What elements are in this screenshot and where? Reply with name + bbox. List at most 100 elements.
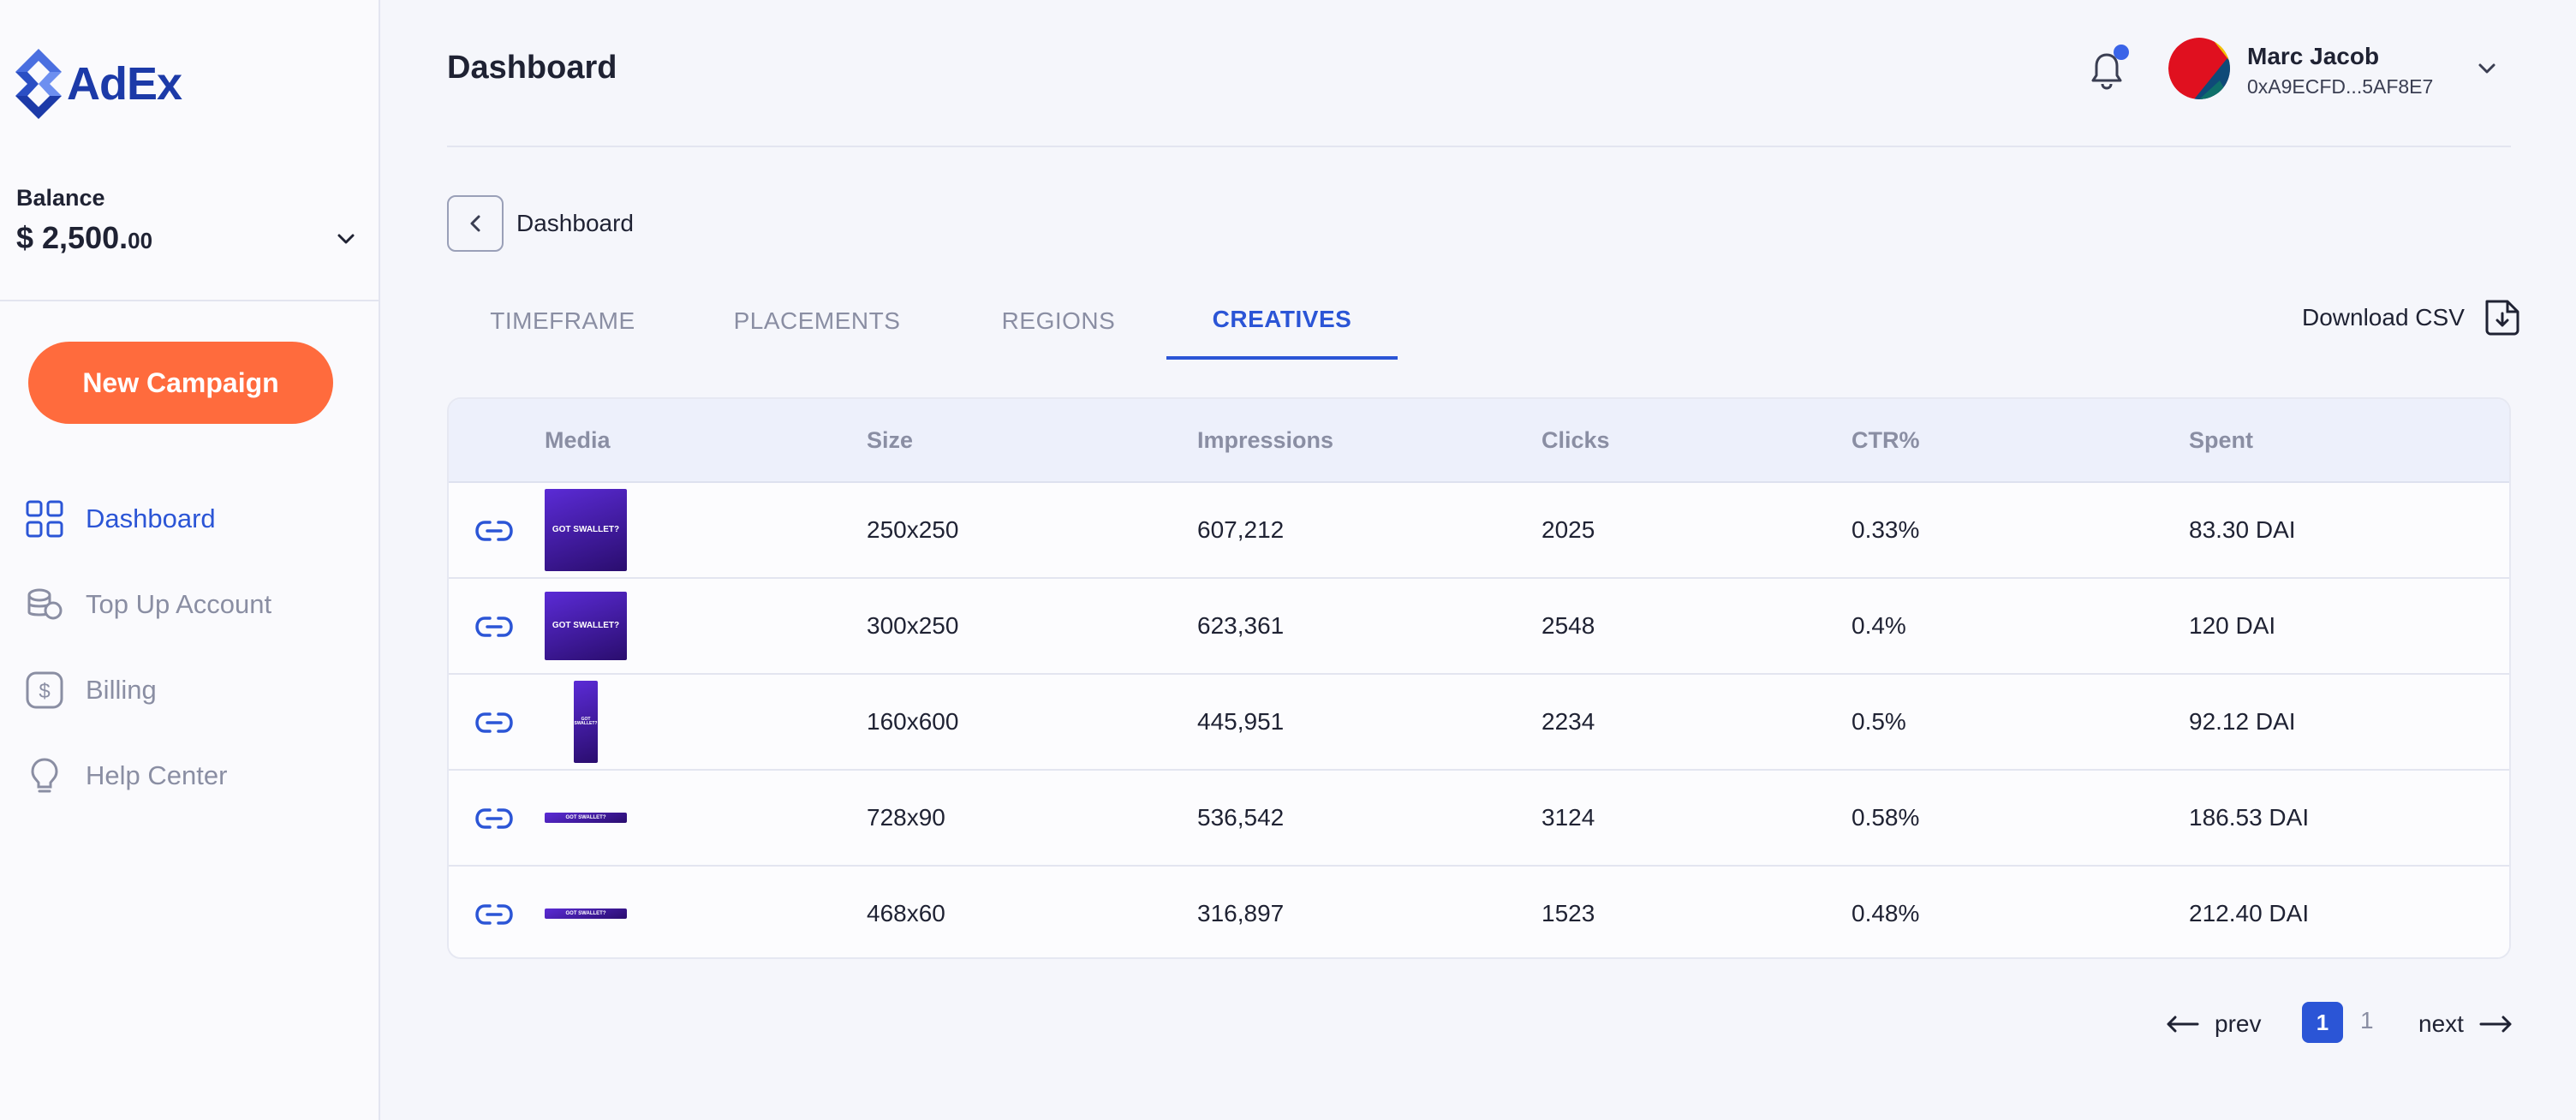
creative-thumbnail[interactable]: GOT SWALLET? <box>574 681 598 763</box>
sidebar-item-dashboard[interactable]: Dashboard <box>0 476 379 562</box>
header-divider <box>447 146 2511 147</box>
link-icon[interactable] <box>474 514 514 548</box>
brand-logo[interactable]: AdEx <box>15 48 182 120</box>
cell-spent: 83.30 DAI <box>2189 516 2296 543</box>
cell-ctr: 0.33% <box>1852 516 1920 543</box>
col-header-media: Media <box>545 426 611 453</box>
cell-ctr: 0.5% <box>1852 708 1906 735</box>
sidebar-item-label: Help Center <box>86 760 228 790</box>
page-current[interactable]: 1 <box>2302 1002 2343 1043</box>
cell-impressions: 536,542 <box>1197 804 1285 831</box>
cell-impressions: 623,361 <box>1197 612 1285 639</box>
tab-placements[interactable]: PLACEMENTS <box>733 307 901 334</box>
cell-spent: 120 DAI <box>2189 612 2276 639</box>
page-title: Dashboard <box>447 50 617 86</box>
sidebar-item-help-center[interactable]: Help Center <box>0 733 379 819</box>
arrow-left-icon <box>2167 1016 2199 1033</box>
user-address: 0xA9ECFD...5AF8E7 <box>2247 75 2434 98</box>
brand-name: AdEx <box>67 58 182 110</box>
creative-thumbnail[interactable]: GOT SWALLET? <box>545 813 627 823</box>
cell-spent: 212.40 DAI <box>2189 900 2310 926</box>
col-header-clicks: Clicks <box>1541 426 1610 453</box>
sidebar-nav: Dashboard Top Up Account $ Billing Help … <box>0 476 379 819</box>
table-body: GOT SWALLET? 250x250 607,212 2025 0.33% 83.30… <box>449 483 2509 957</box>
next-button[interactable]: next <box>2418 1002 2513 1046</box>
creative-headline: GOT SWALLET? <box>552 621 620 630</box>
tab-timeframe[interactable]: TIMEFRAME <box>490 307 635 334</box>
cell-ctr: 0.4% <box>1852 612 1906 639</box>
adex-logo-icon <box>15 49 62 119</box>
balance-cents: 00 <box>128 228 153 253</box>
creative-headline: GOT SWALLET? <box>565 911 606 916</box>
tab-bar: TIMEFRAME PLACEMENTS REGIONS CREATIVES <box>447 283 1398 360</box>
col-header-impressions: Impressions <box>1197 426 1334 453</box>
cell-ctr: 0.58% <box>1852 804 1920 831</box>
cell-spent: 92.12 DAI <box>2189 708 2296 735</box>
sidebar-item-label: Billing <box>86 675 157 705</box>
cell-size: 300x250 <box>867 612 959 639</box>
creative-thumbnail[interactable]: GOT SWALLET? <box>545 489 627 571</box>
download-csv-button[interactable]: Download CSV <box>2302 296 2521 339</box>
user-name: Marc Jacob <box>2247 43 2380 69</box>
creative-thumbnail[interactable]: GOT SWALLET? <box>545 592 627 660</box>
sidebar-item-top-up-account[interactable]: Top Up Account <box>0 562 379 647</box>
cell-clicks: 2025 <box>1541 516 1595 543</box>
chevron-left-icon <box>470 215 480 232</box>
tab-creatives[interactable]: CREATIVES <box>1166 283 1398 360</box>
cell-clicks: 2548 <box>1541 612 1595 639</box>
breadcrumb[interactable]: Dashboard <box>516 210 634 236</box>
dollar-icon: $ <box>24 670 65 711</box>
avatar[interactable] <box>2168 38 2230 99</box>
sidebar: AdEx Balance $ 2,500.00 New Campaign Das… <box>0 0 380 1120</box>
balance-panel[interactable]: Balance $ 2,500.00 <box>16 185 359 256</box>
col-header-size: Size <box>867 426 914 453</box>
cell-size: 250x250 <box>867 516 959 543</box>
cell-ctr: 0.48% <box>1852 900 1920 926</box>
link-icon[interactable] <box>474 801 514 836</box>
cell-size: 728x90 <box>867 804 945 831</box>
cell-impressions: 445,951 <box>1197 708 1285 735</box>
table-row[interactable]: GOT SWALLET? 250x250 607,212 2025 0.33% 83.30… <box>449 483 2509 579</box>
balance-value: $ 2,500.00 <box>16 220 359 256</box>
cell-impressions: 607,212 <box>1197 516 1285 543</box>
tab-regions[interactable]: REGIONS <box>1001 307 1116 334</box>
back-button[interactable] <box>447 195 504 252</box>
creative-thumbnail[interactable]: GOT SWALLET? <box>545 909 627 919</box>
prev-button[interactable]: prev <box>2165 1002 2261 1046</box>
coins-icon <box>24 584 65 625</box>
notification-dot <box>2114 45 2129 60</box>
link-icon[interactable] <box>474 897 514 932</box>
next-label: next <box>2418 1010 2464 1037</box>
download-csv-label: Download CSV <box>2302 304 2465 331</box>
cell-size: 468x60 <box>867 900 945 926</box>
balance-main: $ 2,500. <box>16 220 128 255</box>
col-header-spent: Spent <box>2189 426 2254 453</box>
sidebar-item-label: Dashboard <box>86 503 216 533</box>
link-icon[interactable] <box>474 706 514 740</box>
creatives-table: Media Size Impressions Clicks CTR% Spent… <box>447 397 2511 959</box>
chevron-down-icon[interactable] <box>333 226 359 252</box>
cell-spent: 186.53 DAI <box>2189 804 2310 831</box>
prev-label: prev <box>2215 1010 2262 1037</box>
new-campaign-button[interactable]: New Campaign <box>28 342 333 424</box>
cell-clicks: 3124 <box>1541 804 1595 831</box>
table-row[interactable]: GOT SWALLET? 728x90 536,542 3124 0.58% 186.53… <box>449 771 2509 867</box>
table-row[interactable]: GOT SWALLET? 468x60 316,897 1523 0.48% 212.40… <box>449 867 2509 957</box>
col-header-ctr: CTR% <box>1852 426 1920 453</box>
svg-text:$: $ <box>39 680 50 703</box>
bell-icon[interactable] <box>2083 48 2131 96</box>
cell-clicks: 2234 <box>1541 708 1595 735</box>
link-icon[interactable] <box>474 610 514 644</box>
download-file-icon <box>2485 300 2519 336</box>
table-row[interactable]: GOT SWALLET? 160x600 445,951 2234 0.5% 92.12 … <box>449 675 2509 771</box>
sidebar-item-billing[interactable]: $ Billing <box>0 647 379 733</box>
chevron-down-icon[interactable] <box>2473 55 2501 82</box>
balance-label: Balance <box>16 185 105 211</box>
page-total[interactable]: 1 <box>2360 1007 2374 1034</box>
table-row[interactable]: GOT SWALLET? 300x250 623,361 2548 0.4% 120 DA… <box>449 579 2509 675</box>
table-header: Media Size Impressions Clicks CTR% Spent <box>449 399 2509 483</box>
arrow-right-icon <box>2479 1016 2512 1033</box>
creative-headline: GOT SWALLET? <box>574 717 598 726</box>
grid-icon <box>24 498 65 539</box>
creative-headline: GOT SWALLET? <box>565 815 606 820</box>
